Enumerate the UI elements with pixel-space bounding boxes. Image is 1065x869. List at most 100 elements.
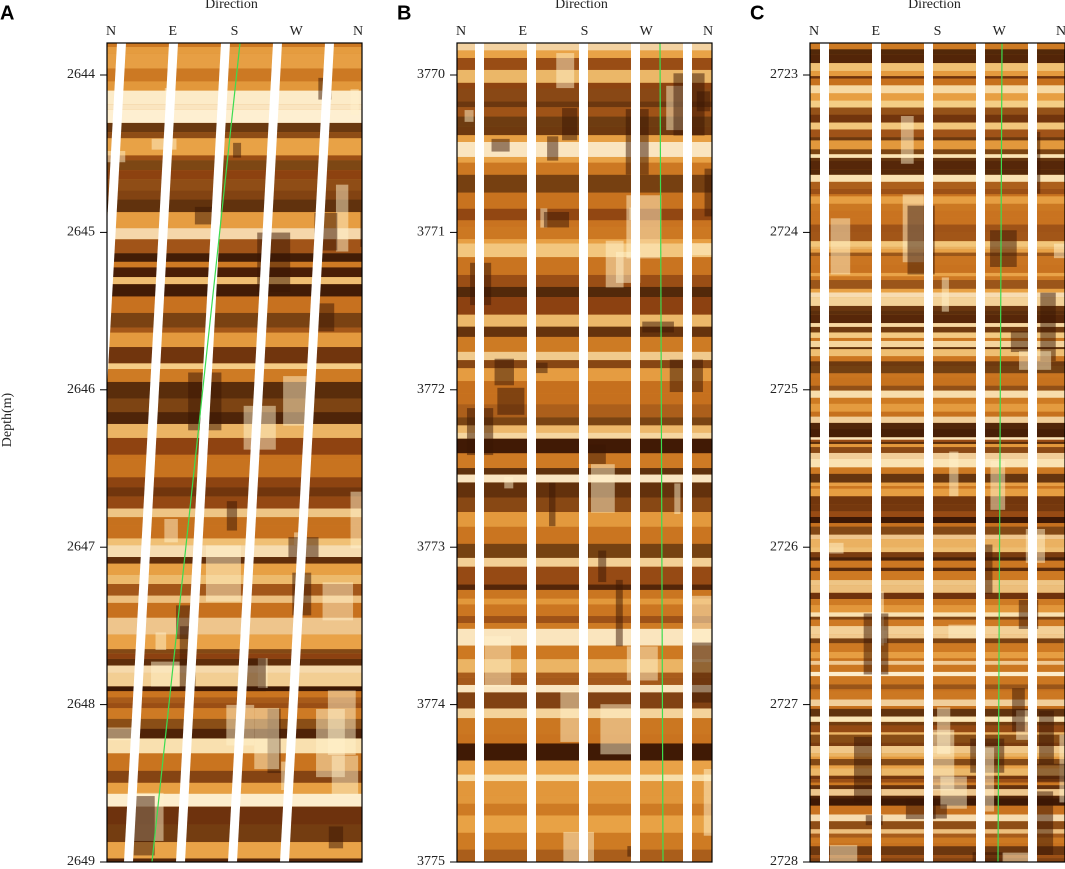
- image-blotch: [164, 518, 178, 543]
- image-band: [810, 314, 1065, 324]
- image-band: [810, 129, 1065, 138]
- image-band: [810, 100, 1065, 108]
- image-blotch: [688, 243, 712, 256]
- image-blotch: [350, 89, 359, 115]
- image-blotch: [948, 624, 978, 639]
- depth-tick-label: 3772: [417, 382, 445, 397]
- image-band: [810, 63, 1065, 71]
- image-band: [107, 487, 362, 497]
- pad-gap: [475, 43, 484, 862]
- image-band: [810, 795, 1065, 799]
- image-blotch: [949, 451, 959, 497]
- depth-tick-label: 3771: [417, 225, 445, 240]
- direction-label: W: [640, 24, 654, 39]
- image-band: [810, 560, 1065, 568]
- image-band: [810, 634, 1065, 639]
- depth-tick-label: 2644: [67, 67, 95, 82]
- image-blotch: [1002, 852, 1035, 862]
- image-blotch: [484, 636, 512, 687]
- image-band: [810, 323, 1065, 327]
- image-band: [810, 616, 1065, 620]
- image-band: [810, 511, 1065, 517]
- image-band: [107, 412, 362, 424]
- image-band: [810, 280, 1065, 289]
- image-band: [810, 689, 1065, 692]
- image-band: [810, 356, 1065, 362]
- image-band: [107, 47, 362, 54]
- image-blotch: [590, 464, 615, 513]
- image-blotch: [543, 211, 570, 228]
- image-band: [107, 122, 362, 133]
- image-band: [810, 169, 1065, 175]
- panel-label: A: [0, 2, 14, 24]
- image-band: [810, 855, 1065, 859]
- image-band: [810, 843, 1065, 847]
- image-band: [810, 157, 1065, 162]
- image-band: [810, 467, 1065, 474]
- trace-line: [659, 43, 664, 862]
- image-band: [810, 397, 1065, 404]
- image-band: [107, 672, 362, 687]
- depth-tick-label: 3775: [417, 854, 445, 869]
- image-log: [810, 43, 1065, 862]
- pad-gap: [820, 43, 829, 862]
- panel-label: B: [397, 2, 411, 24]
- image-blotch: [494, 358, 514, 386]
- image-band: [107, 658, 362, 666]
- image-band: [810, 203, 1065, 211]
- image-log: [107, 43, 362, 862]
- image-band: [810, 137, 1065, 141]
- image-band: [810, 149, 1065, 155]
- image-band: [810, 567, 1065, 572]
- image-band: [107, 332, 362, 348]
- image-blotch: [829, 542, 844, 554]
- image-band: [810, 252, 1065, 257]
- image-blotch: [588, 444, 606, 464]
- image-band: [810, 85, 1065, 94]
- image-band: [810, 217, 1065, 225]
- image-blotch: [704, 168, 712, 217]
- depth-tick-label: 3773: [417, 539, 445, 554]
- image-band: [810, 443, 1065, 448]
- image-band: [107, 538, 362, 546]
- image-band: [810, 154, 1065, 158]
- image-band: [810, 452, 1065, 460]
- image-band: [810, 504, 1065, 512]
- direction-label: W: [290, 24, 304, 39]
- image-blotch: [360, 211, 362, 247]
- depth-tick-label: 2648: [67, 697, 95, 712]
- pad-gap: [976, 43, 985, 862]
- image-band: [810, 571, 1065, 581]
- image-band: [810, 365, 1065, 374]
- pad-gap: [924, 43, 933, 862]
- image-band: [107, 239, 362, 254]
- image-band: [810, 534, 1065, 540]
- image-blotch: [547, 136, 559, 161]
- pad-gap: [228, 43, 282, 862]
- image-blotch: [941, 277, 949, 312]
- image-blotch: [642, 321, 674, 333]
- image-band: [107, 454, 362, 460]
- image-blotch: [598, 550, 607, 583]
- image-band: [810, 422, 1065, 430]
- image-band: [810, 272, 1065, 277]
- image-band: [107, 132, 362, 139]
- image-band: [810, 264, 1065, 273]
- image-band: [810, 592, 1065, 599]
- pad-gap: [124, 43, 178, 862]
- image-blotch: [674, 483, 681, 515]
- image-band: [107, 327, 362, 333]
- image-band: [810, 605, 1065, 613]
- image-band: [810, 496, 1065, 505]
- image-band: [107, 423, 362, 438]
- image-band: [810, 789, 1065, 796]
- image-blotch: [328, 826, 344, 849]
- image-band: [107, 691, 362, 698]
- image-band: [107, 347, 362, 364]
- depth-tick-label: 2723: [770, 67, 798, 82]
- image-band: [107, 190, 362, 200]
- depth-tick-label: 2649: [67, 854, 95, 869]
- pad-gap: [683, 43, 692, 862]
- image-band: [810, 403, 1065, 412]
- direction-label: S: [934, 24, 942, 39]
